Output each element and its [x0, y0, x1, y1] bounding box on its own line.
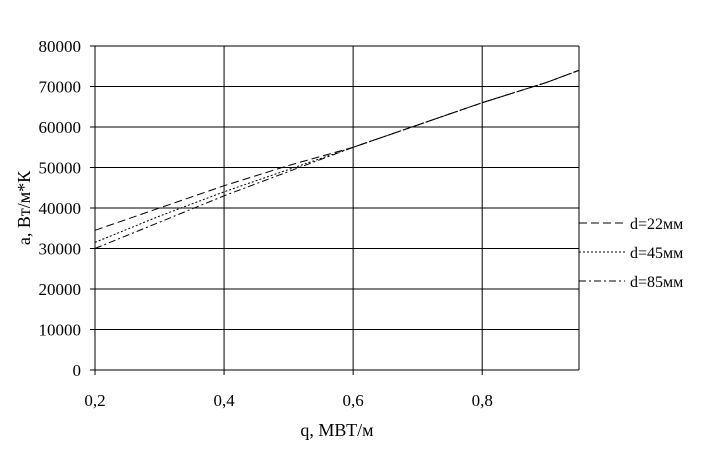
tick-label-layer: 0 10000 20000 30000 40000 50000 60000 70000 8000…: [39, 37, 493, 410]
y-tick-label: 60000: [39, 118, 82, 137]
series-line-3: [94, 69, 580, 249]
y-tick-label: 70000: [39, 78, 82, 97]
x-tick-label: 0,6: [343, 391, 364, 410]
x-tick-label: 0,4: [213, 391, 235, 410]
y-tick-label: 80000: [39, 37, 82, 56]
y-tick-label: 50000: [39, 159, 82, 178]
legend-label-1: d=22мм: [630, 216, 683, 233]
series-line-1: [94, 69, 580, 231]
legend-label-3: d=85мм: [630, 274, 683, 291]
y-tick-label: 30000: [39, 240, 82, 259]
y-tick-label: 20000: [39, 280, 82, 299]
x-axis-title: q, МВТ/м: [300, 420, 373, 440]
legend-label-2: d=45мм: [630, 245, 683, 262]
y-axis-title: a, Вт/м*К: [14, 170, 34, 245]
y-tick-label: 10000: [39, 321, 82, 340]
grid-layer: [90, 45, 580, 375]
series-layer: [94, 69, 580, 249]
y-tick-label: 0: [73, 361, 82, 380]
x-tick-label: 0,8: [472, 391, 493, 410]
x-tick-label: 0,2: [84, 391, 105, 410]
legend: d=22мм d=45мм d=85мм: [579, 216, 683, 291]
series-line-2: [94, 69, 580, 243]
y-tick-label: 40000: [39, 199, 82, 218]
